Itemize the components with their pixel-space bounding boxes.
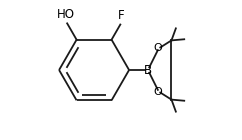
Text: O: O: [153, 43, 162, 53]
Text: O: O: [153, 87, 162, 97]
Text: HO: HO: [57, 8, 75, 21]
Text: F: F: [118, 9, 124, 22]
Text: B: B: [144, 64, 152, 76]
